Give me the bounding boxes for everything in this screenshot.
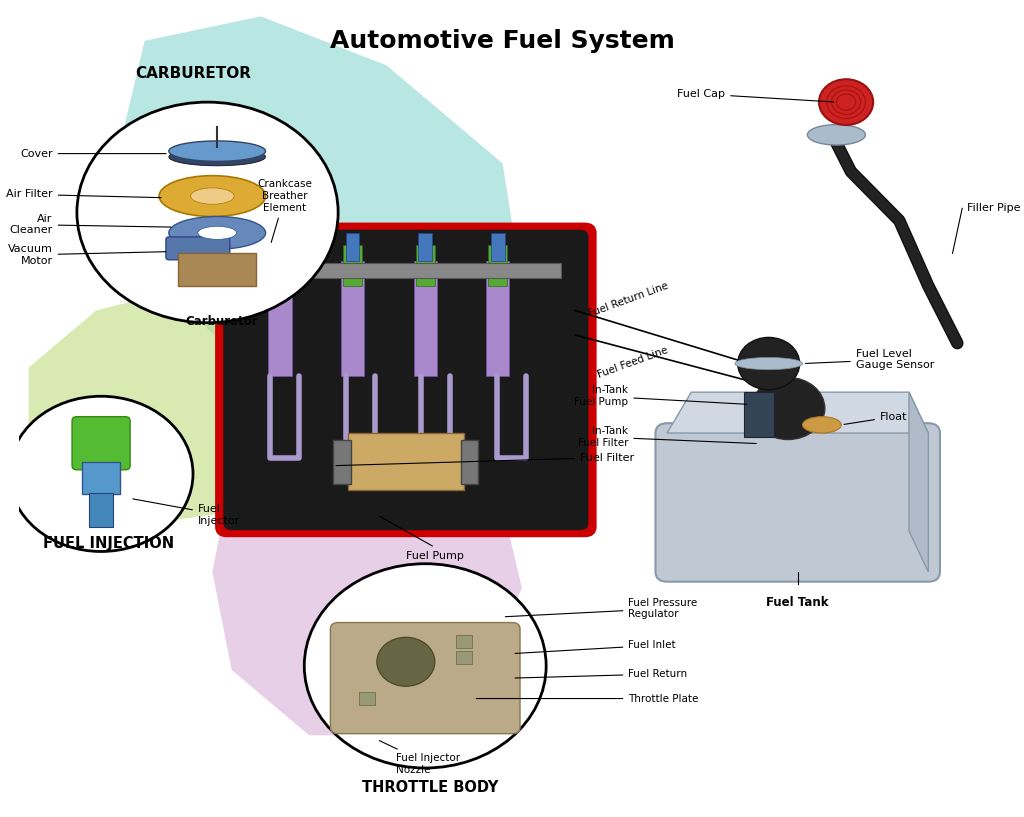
Text: CARBURETOR: CARBURETOR <box>135 66 251 81</box>
Bar <box>486 261 509 376</box>
Text: Air Filter: Air Filter <box>6 190 161 199</box>
Bar <box>414 261 437 376</box>
Bar <box>251 263 561 278</box>
Ellipse shape <box>803 417 842 433</box>
Text: FUEL INJECTION: FUEL INJECTION <box>43 536 174 551</box>
Bar <box>456 635 472 648</box>
Polygon shape <box>667 392 929 433</box>
Ellipse shape <box>735 358 803 369</box>
Text: Carburetor: Carburetor <box>185 315 258 328</box>
Bar <box>490 233 505 261</box>
Ellipse shape <box>169 217 265 249</box>
Circle shape <box>9 396 193 551</box>
Circle shape <box>304 564 546 768</box>
Text: Air
Cleaner: Air Cleaner <box>9 214 171 235</box>
Text: Fuel Level
Gauge Sensor: Fuel Level Gauge Sensor <box>805 349 934 370</box>
Ellipse shape <box>169 141 265 162</box>
Text: Fuel
Injector: Fuel Injector <box>133 499 240 525</box>
Bar <box>270 245 290 286</box>
Ellipse shape <box>169 148 265 166</box>
Circle shape <box>752 377 824 440</box>
Bar <box>82 462 121 494</box>
Text: Crankcase
Breather
Element: Crankcase Breather Element <box>257 180 312 243</box>
Text: Fuel Inlet: Fuel Inlet <box>515 641 676 654</box>
Bar <box>416 245 435 286</box>
Bar <box>744 392 773 437</box>
Text: Fuel Injector
Nozzle: Fuel Injector Nozzle <box>379 740 461 775</box>
Text: Fuel Tank: Fuel Tank <box>766 596 829 609</box>
FancyBboxPatch shape <box>217 225 595 535</box>
Bar <box>178 253 256 286</box>
Text: Fuel Return Line: Fuel Return Line <box>587 280 670 319</box>
Text: THROTTLE BODY: THROTTLE BODY <box>361 780 499 795</box>
Polygon shape <box>212 392 522 735</box>
Text: Fuel Pump: Fuel Pump <box>406 551 464 561</box>
Circle shape <box>819 79 873 125</box>
Polygon shape <box>116 16 522 392</box>
Text: Filler Pipe: Filler Pipe <box>967 203 1021 213</box>
FancyBboxPatch shape <box>166 237 229 260</box>
Bar <box>343 245 362 286</box>
Ellipse shape <box>807 125 865 145</box>
Text: Float: Float <box>844 412 907 424</box>
Ellipse shape <box>198 226 237 239</box>
Bar <box>488 245 508 286</box>
Bar <box>456 651 472 664</box>
Polygon shape <box>909 392 929 572</box>
Circle shape <box>737 337 800 390</box>
Text: Fuel Feed Line: Fuel Feed Line <box>597 345 670 380</box>
Bar <box>268 261 292 376</box>
Polygon shape <box>29 286 357 531</box>
Bar <box>419 233 432 261</box>
FancyBboxPatch shape <box>331 623 520 734</box>
FancyBboxPatch shape <box>655 423 940 582</box>
Bar <box>333 440 350 484</box>
FancyBboxPatch shape <box>224 230 588 529</box>
Ellipse shape <box>159 176 265 217</box>
Bar <box>461 440 478 484</box>
Text: Fuel Filter: Fuel Filter <box>336 453 634 466</box>
Bar <box>348 433 464 490</box>
Text: Fuel Return: Fuel Return <box>515 669 687 679</box>
Bar <box>273 233 287 261</box>
Circle shape <box>77 102 338 323</box>
FancyBboxPatch shape <box>72 417 130 470</box>
Text: Cover: Cover <box>20 149 166 158</box>
Text: Fuel Cap: Fuel Cap <box>677 89 834 102</box>
Text: In-Tank
Fuel Pump: In-Tank Fuel Pump <box>574 386 746 407</box>
Text: Vacuum
Motor: Vacuum Motor <box>8 244 166 266</box>
Bar <box>359 692 375 705</box>
Text: Fuel Pressure
Regulator: Fuel Pressure Regulator <box>506 598 697 619</box>
Text: Throttle Plate: Throttle Plate <box>476 694 698 703</box>
Bar <box>341 261 365 376</box>
Ellipse shape <box>190 188 234 204</box>
Bar <box>346 233 359 261</box>
Circle shape <box>377 637 435 686</box>
Text: Automotive Fuel System: Automotive Fuel System <box>330 29 675 52</box>
Text: In-Tank
Fuel Filter: In-Tank Fuel Filter <box>578 426 757 448</box>
Bar <box>89 493 113 527</box>
